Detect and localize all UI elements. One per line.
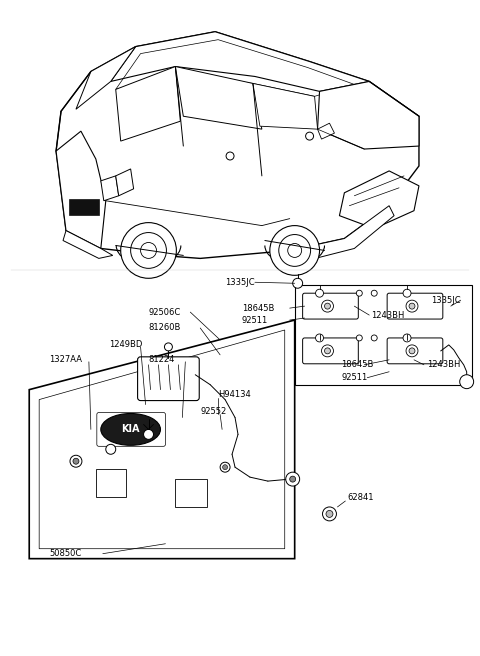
Bar [96, 469, 126, 497]
Ellipse shape [101, 413, 160, 445]
Text: 18645B: 18645B [242, 304, 275, 313]
Polygon shape [318, 81, 419, 149]
Text: H94134: H94134 [218, 390, 251, 399]
Circle shape [288, 243, 301, 257]
Circle shape [322, 345, 334, 357]
Polygon shape [56, 31, 419, 258]
Circle shape [290, 476, 296, 482]
Circle shape [293, 278, 302, 288]
Text: 92552: 92552 [200, 407, 227, 416]
Polygon shape [116, 66, 180, 141]
Polygon shape [111, 31, 369, 91]
FancyBboxPatch shape [302, 293, 358, 319]
Circle shape [106, 444, 116, 454]
Circle shape [406, 300, 418, 312]
Circle shape [120, 222, 176, 278]
Circle shape [326, 510, 333, 518]
FancyBboxPatch shape [138, 357, 199, 401]
Circle shape [356, 335, 362, 341]
Circle shape [270, 226, 320, 276]
Circle shape [371, 335, 377, 341]
Text: 81224: 81224 [148, 356, 175, 364]
Circle shape [141, 243, 156, 258]
Text: 1243BH: 1243BH [427, 360, 460, 369]
Text: 1335JC: 1335JC [225, 277, 255, 287]
Polygon shape [290, 206, 394, 262]
Circle shape [324, 348, 330, 354]
Circle shape [165, 343, 172, 351]
Circle shape [403, 289, 411, 297]
Circle shape [409, 348, 415, 354]
Polygon shape [253, 83, 318, 129]
Circle shape [371, 290, 377, 297]
Polygon shape [56, 131, 106, 249]
Circle shape [403, 334, 411, 342]
Text: 1335JC: 1335JC [431, 296, 461, 304]
Text: 1243BH: 1243BH [371, 310, 405, 319]
Circle shape [356, 290, 362, 297]
Circle shape [324, 303, 330, 309]
Text: 92511: 92511 [341, 373, 368, 382]
Polygon shape [318, 123, 335, 139]
Polygon shape [116, 169, 133, 195]
Polygon shape [29, 320, 295, 559]
Text: 62841: 62841 [348, 493, 374, 502]
Text: 1249BD: 1249BD [109, 340, 142, 350]
Bar [295, 285, 472, 384]
Polygon shape [175, 66, 262, 129]
Circle shape [322, 300, 334, 312]
Circle shape [220, 462, 230, 472]
Circle shape [70, 455, 82, 467]
Text: 81260B: 81260B [148, 323, 181, 333]
Text: 92506C: 92506C [148, 308, 181, 317]
Circle shape [306, 132, 313, 140]
Text: 18645B: 18645B [341, 360, 374, 369]
Polygon shape [63, 230, 113, 258]
Circle shape [144, 430, 154, 440]
FancyBboxPatch shape [302, 338, 358, 364]
Circle shape [73, 459, 79, 464]
Circle shape [315, 334, 324, 342]
Circle shape [223, 464, 228, 470]
FancyBboxPatch shape [387, 338, 443, 364]
Text: 92511: 92511 [242, 316, 268, 325]
Polygon shape [76, 47, 136, 110]
Circle shape [406, 345, 418, 357]
Circle shape [409, 303, 415, 309]
Circle shape [323, 507, 336, 521]
Bar [69, 199, 99, 215]
Text: 50850C: 50850C [49, 549, 82, 558]
Circle shape [226, 152, 234, 160]
Polygon shape [101, 176, 119, 201]
Bar [175, 479, 207, 507]
Circle shape [315, 289, 324, 297]
Circle shape [286, 472, 300, 486]
Text: KIA: KIA [121, 424, 140, 434]
Text: 1327AA: 1327AA [49, 356, 82, 364]
FancyBboxPatch shape [387, 293, 443, 319]
Circle shape [460, 375, 474, 388]
Polygon shape [339, 171, 419, 228]
